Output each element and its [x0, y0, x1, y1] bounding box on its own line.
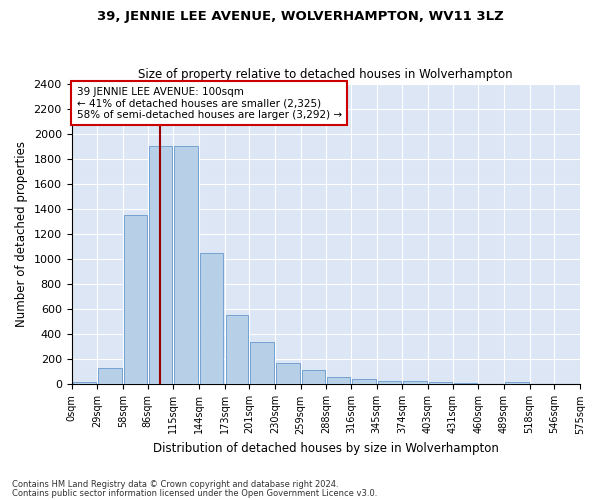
Bar — [73, 382, 96, 384]
Text: 39, JENNIE LEE AVENUE, WOLVERHAMPTON, WV11 3LZ: 39, JENNIE LEE AVENUE, WOLVERHAMPTON, WV… — [97, 10, 503, 23]
Bar — [377, 380, 401, 384]
Bar — [276, 362, 299, 384]
X-axis label: Distribution of detached houses by size in Wolverhampton: Distribution of detached houses by size … — [153, 442, 499, 455]
Bar — [98, 368, 122, 384]
Bar — [174, 146, 198, 384]
Bar — [250, 342, 274, 384]
Bar — [226, 316, 248, 384]
Text: Contains public sector information licensed under the Open Government Licence v3: Contains public sector information licen… — [12, 488, 377, 498]
Bar — [149, 146, 172, 384]
Text: Contains HM Land Registry data © Crown copyright and database right 2024.: Contains HM Land Registry data © Crown c… — [12, 480, 338, 489]
Y-axis label: Number of detached properties: Number of detached properties — [15, 141, 28, 327]
Text: 39 JENNIE LEE AVENUE: 100sqm
← 41% of detached houses are smaller (2,325)
58% of: 39 JENNIE LEE AVENUE: 100sqm ← 41% of de… — [77, 86, 342, 120]
Bar — [403, 382, 427, 384]
Bar — [124, 215, 146, 384]
Title: Size of property relative to detached houses in Wolverhampton: Size of property relative to detached ho… — [139, 68, 513, 81]
Bar — [454, 382, 477, 384]
Bar — [352, 380, 376, 384]
Bar — [429, 382, 452, 384]
Bar — [302, 370, 325, 384]
Bar — [505, 382, 529, 384]
Bar — [200, 253, 223, 384]
Bar — [327, 377, 350, 384]
